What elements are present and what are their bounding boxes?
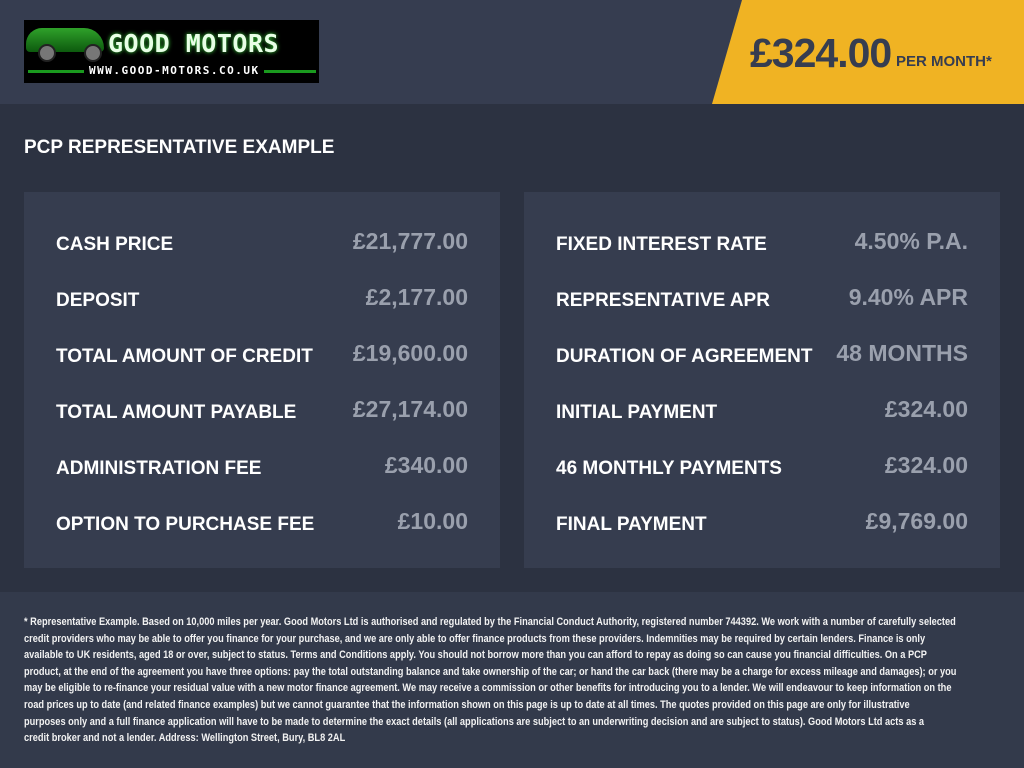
finance-label: FINAL PAYMENT — [556, 514, 707, 535]
finance-row: OPTION TO PURCHASE FEE £10.00 — [56, 508, 468, 538]
finance-label: 46 MONTHLY PAYMENTS — [556, 458, 782, 479]
finance-label: FIXED INTEREST RATE — [556, 234, 767, 255]
finance-row: REPRESENTATIVE APR 9.40% APR — [556, 284, 968, 314]
finance-label: OPTION TO PURCHASE FEE — [56, 514, 315, 535]
finance-row: DURATION OF AGREEMENT 48 MONTHS — [556, 340, 968, 370]
finance-panel-right: FIXED INTEREST RATE 4.50% P.A. REPRESENTAT… — [524, 192, 1000, 568]
disclaimer-line: credit broker and not a lender. Address:… — [24, 732, 346, 745]
logo-url: WWW.GOOD-MOTORS.CO.UK — [89, 64, 260, 77]
finance-value: £10.00 — [397, 508, 468, 534]
finance-row: DEPOSIT £2,177.00 — [56, 284, 468, 314]
wheel-icon — [84, 44, 102, 62]
finance-label: TOTAL AMOUNT PAYABLE — [56, 402, 297, 423]
logo-divider — [264, 70, 316, 73]
finance-row: FINAL PAYMENT £9,769.00 — [556, 508, 968, 538]
disclaimer-footer: * Representative Example. Based on 10,00… — [0, 592, 1024, 768]
finance-value: £324.00 — [884, 452, 968, 478]
per-month-label: PER MONTH* — [896, 53, 992, 70]
finance-panel-left: CASH PRICE £21,777.00 DEPOSIT £2,177.00 TOTA… — [24, 192, 500, 568]
finance-row: TOTAL AMOUNT PAYABLE £27,174.00 — [56, 396, 468, 426]
finance-label: INITIAL PAYMENT — [556, 402, 718, 423]
wheel-icon — [38, 44, 56, 62]
disclaimer-line: product, at the end of the agreement you… — [24, 665, 957, 678]
finance-value: 9.40% APR — [848, 284, 968, 310]
disclaimer-line: purposes only and a full finance applica… — [24, 715, 925, 728]
finance-label: ADMINISTRATION FEE — [56, 458, 262, 479]
finance-value: 48 MONTHS — [836, 340, 968, 366]
finance-row: 46 MONTHLY PAYMENTS £324.00 — [556, 452, 968, 482]
header: GOOD MOTORS WWW.GOOD-MOTORS.CO.UK £324.0… — [0, 0, 1024, 104]
monthly-price-banner: £324.00 PER MONTH* — [712, 0, 1024, 104]
finance-value: £27,174.00 — [352, 396, 468, 422]
finance-label: DEPOSIT — [56, 290, 140, 311]
disclaimer-line: credit providers who may be able to offe… — [24, 632, 926, 645]
finance-label: REPRESENTATIVE APR — [556, 290, 770, 311]
logo-divider — [28, 70, 84, 73]
finance-value: £2,177.00 — [365, 284, 468, 310]
finance-value: £9,769.00 — [865, 508, 968, 534]
finance-value: 4.50% P.A. — [854, 228, 968, 254]
finance-row: TOTAL AMOUNT OF CREDIT £19,600.00 — [56, 340, 468, 370]
monthly-price: £324.00 — [750, 30, 892, 76]
logo-name: GOOD MOTORS — [108, 29, 280, 58]
page-title: PCP REPRESENTATIVE EXAMPLE — [24, 137, 335, 158]
disclaimer-line: available to UK residents, aged 18 or ov… — [24, 649, 927, 662]
finance-label: DURATION OF AGREEMENT — [556, 346, 813, 367]
good-motors-logo[interactable]: GOOD MOTORS WWW.GOOD-MOTORS.CO.UK — [24, 20, 319, 83]
finance-value: £19,600.00 — [352, 340, 468, 366]
finance-value: £340.00 — [384, 452, 468, 478]
finance-row: CASH PRICE £21,777.00 — [56, 228, 468, 258]
finance-label: TOTAL AMOUNT OF CREDIT — [56, 346, 313, 367]
disclaimer-line: road prices up to date (and related fina… — [24, 699, 910, 711]
finance-row: INITIAL PAYMENT £324.00 — [556, 396, 968, 426]
finance-value: £21,777.00 — [352, 228, 468, 254]
finance-label: CASH PRICE — [56, 234, 174, 255]
finance-row: ADMINISTRATION FEE £340.00 — [56, 452, 468, 482]
finance-row: FIXED INTEREST RATE 4.50% P.A. — [556, 228, 968, 258]
finance-value: £324.00 — [884, 396, 968, 422]
disclaimer-line: may be eligible to re-finance your resid… — [24, 682, 952, 695]
disclaimer-line: * Representative Example. Based on 10,00… — [24, 616, 956, 628]
